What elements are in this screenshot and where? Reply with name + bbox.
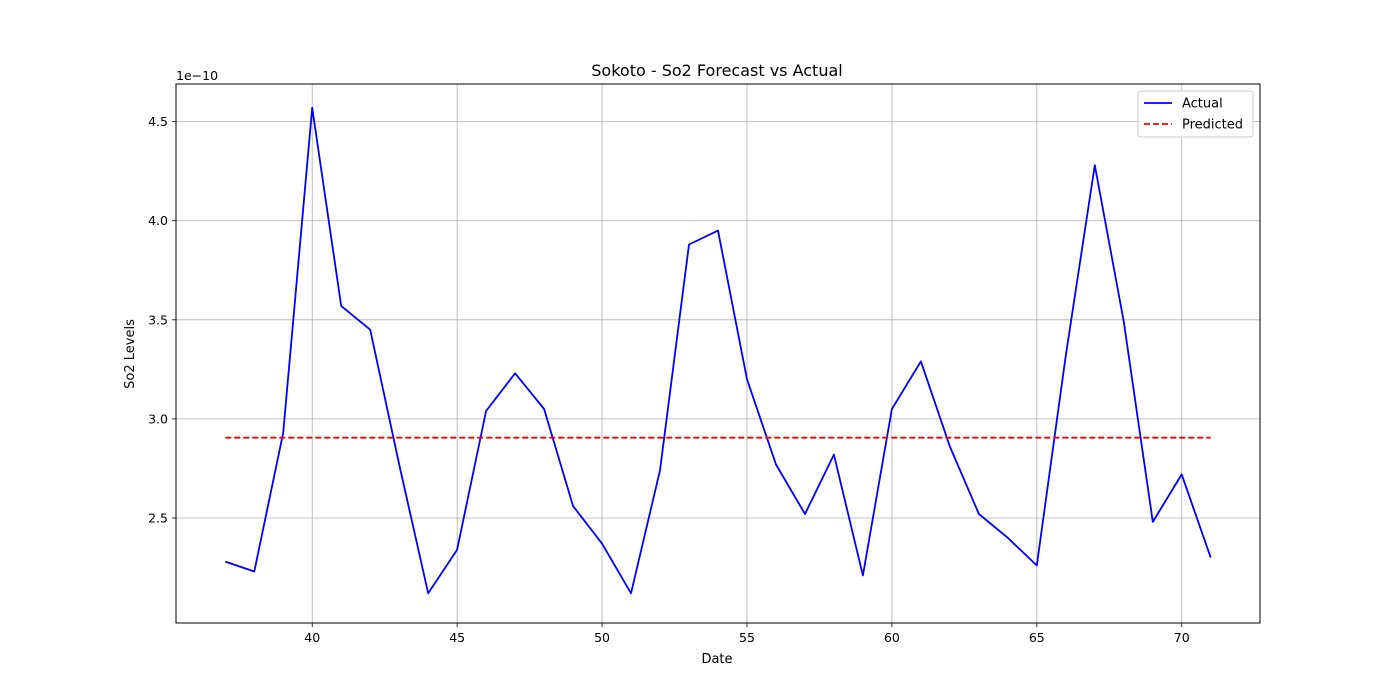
chart-title: Sokoto - So2 Forecast vs Actual <box>591 61 842 80</box>
y-tick-label: 4.5 <box>148 114 168 129</box>
y-tick-label: 4.0 <box>148 213 168 228</box>
x-tick-label: 65 <box>1029 630 1045 645</box>
series-line-actual <box>225 106 1212 595</box>
grid <box>176 84 1260 623</box>
legend-label-actual: Actual <box>1182 97 1223 112</box>
x-axis-label: Date <box>701 652 732 667</box>
x-tick-label: 70 <box>1174 630 1190 645</box>
y-tick-label: 3.5 <box>148 312 168 327</box>
x-tick-label: 40 <box>304 630 320 645</box>
x-tick-label: 55 <box>739 630 755 645</box>
plot-frame <box>175 83 1261 624</box>
x-tick-label: 50 <box>594 630 610 645</box>
y-tick-label: 3.0 <box>148 411 168 426</box>
legend: Actual Predicted <box>1137 90 1254 138</box>
y-tick-label: 2.5 <box>148 510 168 525</box>
legend-label-predicted: Predicted <box>1182 118 1243 133</box>
y-axis-label: So2 Levels <box>123 319 138 389</box>
x-tick-label: 60 <box>884 630 900 645</box>
series-layer <box>225 106 1212 595</box>
y-offset-text: 1e−10 <box>176 68 218 83</box>
x-tick-label: 45 <box>449 630 465 645</box>
tick-layer: 40 45 50 55 60 65 70 2.5 3.0 3.5 4.0 4.5 <box>148 114 1190 645</box>
